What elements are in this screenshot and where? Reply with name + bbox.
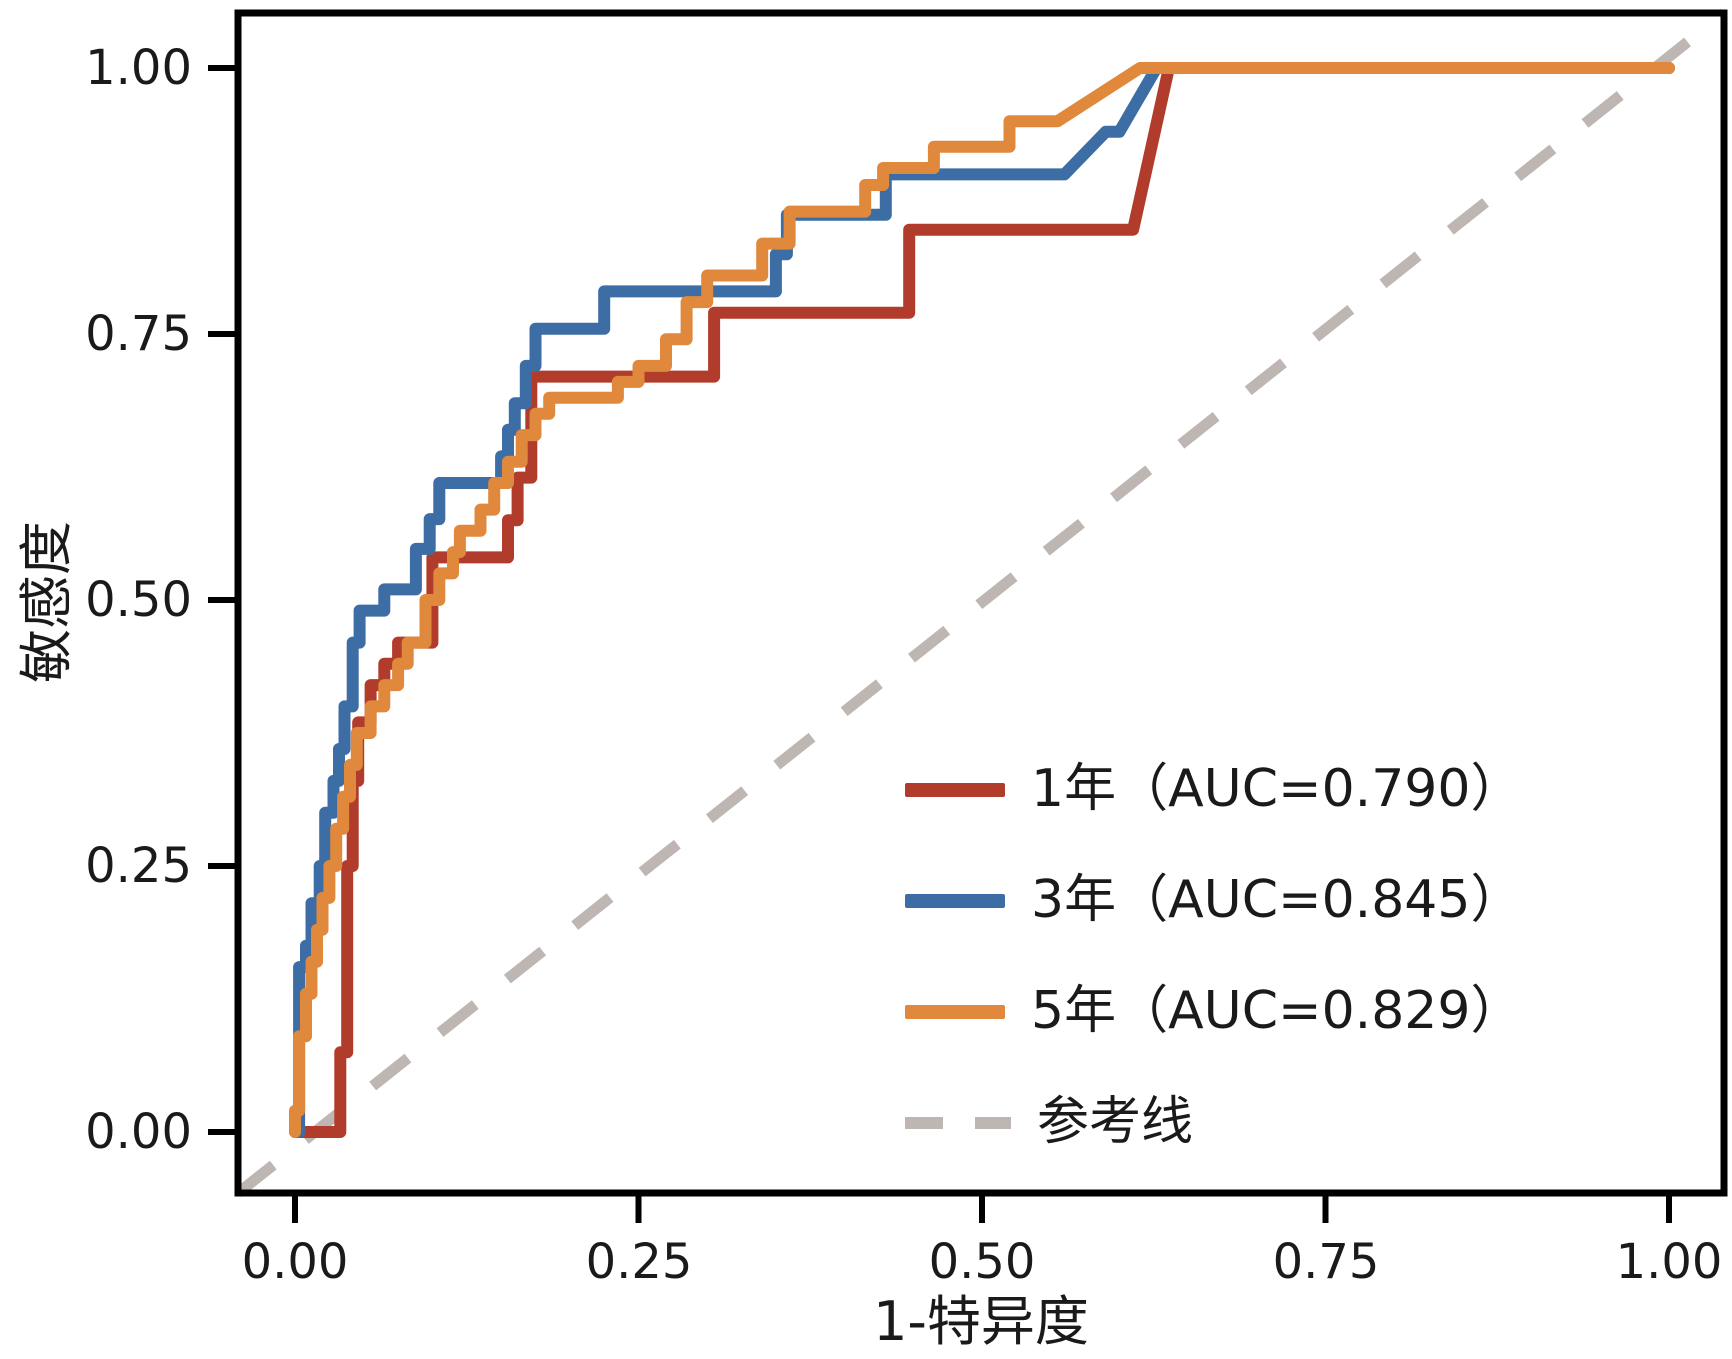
legend-label-reference: 参考线 (1037, 1092, 1194, 1153)
legend-label-1year: 1年（AUC=0.790） (1031, 759, 1523, 820)
legend-swatch-reference-dashed (905, 1117, 1011, 1129)
x-axis-title: 1-特异度 (873, 1290, 1089, 1353)
reference-line (234, 8, 1728, 1198)
x-tick-label-0.25: 0.25 (585, 1234, 693, 1290)
y-tick-label-0.75: 0.75 (85, 306, 192, 362)
y-tick-label-1.00: 1.00 (85, 40, 192, 96)
roc-curve-5年 (289, 62, 1675, 1138)
legend-item-5year: 5年（AUC=0.829） (905, 980, 1522, 1044)
legend-swatch-1year (905, 783, 1005, 797)
x-tick-label-0.50: 0.50 (928, 1234, 1036, 1290)
legend-swatch-5year (905, 1005, 1005, 1019)
y-tick-label-0.00: 0.00 (85, 1104, 192, 1160)
y-tick-label-0.25: 0.25 (85, 838, 192, 894)
legend: 1年（AUC=0.790） 3年（AUC=0.845） 5年（AUC=0.829… (905, 758, 1522, 1202)
legend-swatch-3year (905, 894, 1005, 908)
plot-border (234, 9, 1728, 1197)
legend-item-3year: 3年（AUC=0.845） (905, 869, 1522, 933)
x-tick-label-0.00: 0.00 (241, 1234, 349, 1290)
legend-item-reference: 参考线 (905, 1091, 1522, 1155)
roc-curve-3年 (293, 62, 1675, 1138)
x-tick-label-0.75: 0.75 (1272, 1234, 1380, 1290)
y-tick-label-0.50: 0.50 (85, 572, 192, 628)
legend-label-3year: 3年（AUC=0.845） (1031, 870, 1523, 931)
y-axis-title: 敏感度 (15, 521, 78, 683)
x-tick-label-1.00: 1.00 (1615, 1234, 1723, 1290)
legend-item-1year: 1年（AUC=0.790） (905, 758, 1522, 822)
legend-label-5year: 5年（AUC=0.829） (1031, 981, 1523, 1042)
